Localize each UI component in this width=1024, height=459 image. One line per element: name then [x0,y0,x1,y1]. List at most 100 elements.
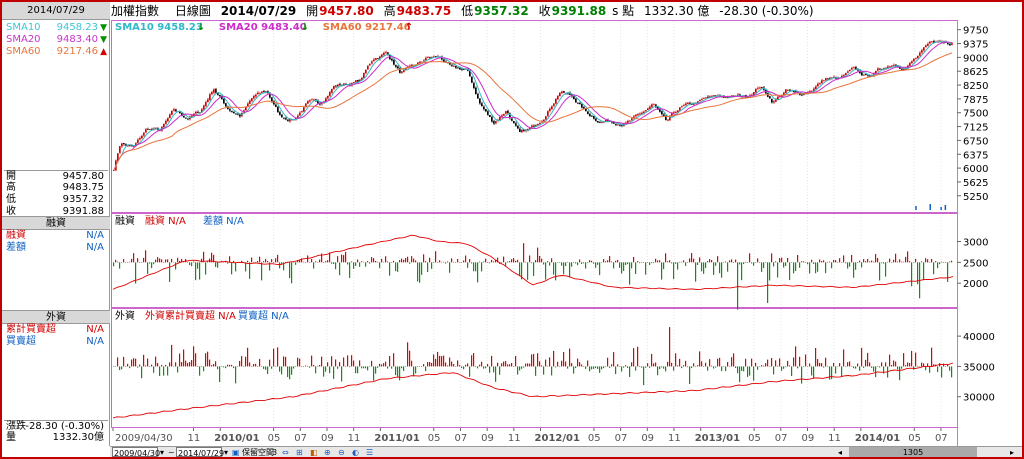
foreign-bar [491,355,493,367]
margin-bar [245,262,247,272]
candle-body [547,111,549,116]
toolbar-icon-6[interactable]: ◐ [352,448,359,457]
candle-body [501,115,503,118]
margin-bar [891,262,893,263]
candle-body [847,71,849,73]
foreign-bar [493,366,495,373]
toolbar-icon-4[interactable]: ⊕ [324,448,331,457]
scroll-right-icon[interactable]: ▸ [1010,448,1015,457]
margin-bar [535,260,537,263]
foreign-bar [447,365,449,367]
foreign-bar [515,356,517,367]
foreign-bar [695,366,697,367]
candle-body [397,66,399,69]
candle-body [923,47,925,51]
candle-body [771,99,773,103]
toolbar-icon-2[interactable]: ⊞ [296,448,303,457]
foreign-bar [269,359,271,367]
foreign-bar [187,362,189,367]
scroll-left-icon[interactable]: ◂ [838,448,843,457]
from-date-input[interactable]: 2009/04/30 [112,447,161,458]
candle-body [901,68,903,70]
candle-body [367,65,369,70]
margin-bar [731,259,733,263]
dropdown-arrow-icon[interactable]: ▾ [160,448,165,457]
foreign-bar [281,366,283,375]
candle-body [557,96,559,100]
index-name: 加權指數 [111,4,160,18]
foreign-bar [179,353,181,367]
save-space-label[interactable]: 保留空間 [242,448,274,457]
margin-bar [117,261,119,263]
toolbar-icon-1[interactable]: ⇔ [282,448,289,457]
scrollbar-thumb[interactable]: 1305 [849,447,977,457]
margin-bar [761,262,763,272]
margin-bar [899,259,901,263]
candle-body [209,94,211,100]
foreign-bar [139,364,141,367]
margin-bar [657,260,659,263]
margin-bar [559,262,561,263]
margin-bar [213,254,215,263]
margin-bar [889,258,891,263]
margin-bar [341,254,343,263]
foreign-bar [307,366,309,367]
x-tick-label: 2014/01 [855,433,900,444]
candle-body [321,103,323,105]
margin-bar [675,262,677,264]
foreign-bar [333,366,335,379]
toolbar-icon-7[interactable]: ☰ [366,448,374,457]
sma20-row: SMA20 9483.40 ▼ [4,34,108,46]
foreign-bar [277,347,279,367]
margin-bar [531,262,533,264]
y-tick-label: 40000 [963,332,995,343]
margin-bar [567,261,569,263]
candle-body [223,98,225,104]
foreign-bar [205,353,207,367]
margin-bar [833,259,835,263]
margin-bar [157,257,159,263]
candle-body [627,120,629,123]
candle-body [663,114,665,117]
candle-body [661,111,663,115]
candle-body [631,118,633,121]
foreign-bar [717,358,719,367]
margin-bar [493,261,495,263]
foreign-bar [305,365,307,367]
margin-bar [329,252,331,263]
candle-body [499,116,501,120]
margin-bar [911,262,913,287]
candle-body [681,106,683,108]
margin-bar [215,262,217,267]
to-date-input[interactable]: 2014/07/29 [176,447,225,458]
foreign-bar [191,360,193,367]
margin-bar [847,262,849,269]
candle-body [793,91,795,93]
y-tick-label: 30000 [963,393,995,404]
candle-body [503,114,505,116]
candle-body [167,118,169,122]
candle-body [135,143,137,146]
margin-bar [415,260,417,263]
candle-body [889,66,891,68]
toolbar-icon-5[interactable]: ⊖ [338,448,345,457]
margin-bar [951,260,953,263]
margin-bar [669,260,671,263]
dropdown-arrow-icon[interactable]: ▾ [224,448,229,457]
margin-bar [439,260,441,263]
panel-frame-1 [111,213,958,308]
toolbar-icon-3[interactable]: ◧ [310,448,318,457]
foreign-bar [811,366,813,376]
margin-bar [689,258,691,263]
candle-body [129,144,131,146]
candle-body [339,84,341,86]
y-tick-label: 6375 [963,150,988,161]
foreign-bar [457,360,459,367]
save-space-icon[interactable]: ▣ [232,448,240,457]
margin-bar [773,262,775,267]
foreign-legend-2: 買賣超 N/A [238,309,289,322]
foreign-bar [823,366,825,368]
foreign-cum-line [112,362,954,419]
candle-body [369,63,371,66]
foreign-bar [253,364,255,367]
